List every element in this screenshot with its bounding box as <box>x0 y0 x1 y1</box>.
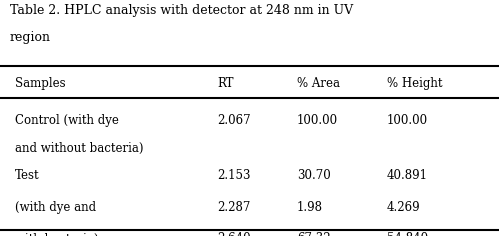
Text: 2.287: 2.287 <box>217 201 250 214</box>
Text: 4.269: 4.269 <box>387 201 420 214</box>
Text: 30.70: 30.70 <box>297 169 331 182</box>
Text: with bacteria): with bacteria) <box>15 232 98 236</box>
Text: Control (with dye: Control (with dye <box>15 114 119 127</box>
Text: 2.067: 2.067 <box>217 114 250 127</box>
Text: Test: Test <box>15 169 39 182</box>
Text: 100.00: 100.00 <box>387 114 428 127</box>
Text: 2.153: 2.153 <box>217 169 250 182</box>
Text: Samples: Samples <box>15 77 65 90</box>
Text: 54.840: 54.840 <box>387 232 428 236</box>
Text: 100.00: 100.00 <box>297 114 338 127</box>
Text: RT: RT <box>217 77 234 90</box>
Text: 40.891: 40.891 <box>387 169 428 182</box>
Text: region: region <box>10 31 51 44</box>
Text: 67.32: 67.32 <box>297 232 330 236</box>
Text: 1.98: 1.98 <box>297 201 323 214</box>
Text: (with dye and: (with dye and <box>15 201 96 214</box>
Text: % Height: % Height <box>387 77 442 90</box>
Text: Table 2. HPLC analysis with detector at 248 nm in UV: Table 2. HPLC analysis with detector at … <box>10 4 353 17</box>
Text: and without bacteria): and without bacteria) <box>15 142 144 155</box>
Text: % Area: % Area <box>297 77 340 90</box>
Text: 2.640: 2.640 <box>217 232 250 236</box>
